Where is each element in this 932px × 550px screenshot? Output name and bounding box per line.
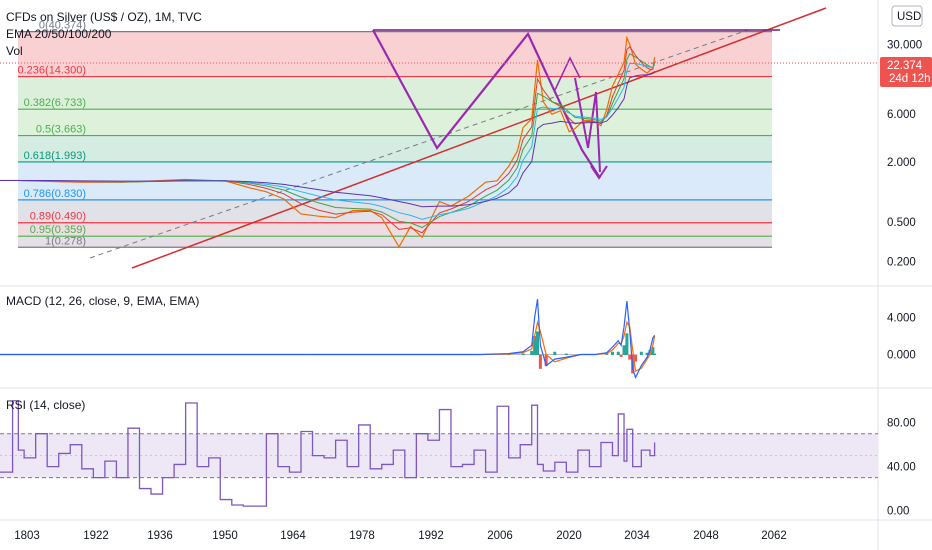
small-triangle — [554, 56, 581, 91]
time-tick-0: 1803 — [14, 530, 40, 542]
time-tick-9: 2034 — [624, 530, 650, 542]
rsi-tick-2: 0.00 — [887, 506, 909, 518]
macd-hist-bar-23 — [639, 351, 643, 356]
rsi-group — [0, 400, 878, 507]
macd-hist-bar-14 — [605, 353, 609, 356]
volume-legend[interactable]: Vol — [6, 44, 23, 58]
price-tick-5: 0.200 — [887, 257, 916, 269]
macd-hist-bar-10 — [553, 351, 557, 356]
macd-tick-1: 0.000 — [887, 350, 916, 362]
macd-tick-0: 4.000 — [887, 313, 916, 325]
price-tag — [880, 57, 932, 87]
macd-hist-bar-18 — [622, 345, 626, 356]
macd-hist-bar-6 — [533, 336, 537, 356]
fib-zone-3 — [18, 135, 772, 162]
rsi-line — [0, 400, 656, 507]
arrow-head — [590, 165, 608, 180]
macd-hist-bar-24 — [645, 352, 649, 356]
symbol-title[interactable]: CFDs on Silver (US$ / OZ), 1M, TVC — [6, 10, 202, 24]
macd-signal-line — [0, 319, 656, 372]
price-tag-value: 22.374 — [887, 60, 923, 72]
macd-hist-bar-5 — [530, 350, 534, 356]
fib-zone-7 — [18, 236, 772, 248]
macd-hist-bar-26 — [651, 347, 655, 356]
ema-line-3 — [0, 70, 655, 208]
time-tick-1: 1922 — [83, 530, 109, 542]
fib-label-2: 0.382(6.733) — [24, 97, 86, 109]
rsi-tick-0: 80.00 — [887, 418, 916, 430]
price-tick-4: 0.500 — [887, 217, 916, 229]
price-line — [0, 35, 656, 249]
currency-label: USD — [897, 11, 921, 23]
price-tick-2: 6.000 — [887, 109, 916, 121]
fib-zone-2 — [18, 109, 772, 136]
time-tick-3: 1950 — [212, 530, 238, 542]
time-tick-7: 2006 — [487, 530, 513, 542]
fib-label-4: 0.618(1.993) — [24, 150, 86, 162]
fib-label-7: 0.95(0.359) — [30, 224, 86, 236]
macd-hist-bar-15 — [610, 351, 614, 356]
macd-hist-bar-17 — [619, 354, 623, 357]
macd-title[interactable]: MACD (12, 26, close, 9, EMA, EMA) — [6, 294, 199, 308]
time-tick-8: 2020 — [556, 530, 582, 542]
time-tick-11: 2062 — [761, 530, 787, 542]
time-axis[interactable]: 1803 1922 1936 1950 1964 1978 1992 2006 2020 2034… — [14, 530, 787, 542]
macd-hist-bar-16 — [616, 351, 620, 356]
rsi-title[interactable]: RSI (14, close) — [6, 398, 85, 412]
macd-hist-bar-8 — [538, 354, 542, 369]
rsi-axis[interactable]: 80.00 40.00 0.00 — [887, 418, 916, 518]
rsi-tick-1: 40.00 — [887, 462, 916, 474]
macd-hist-bar-9 — [544, 354, 548, 367]
fibonacci-zones — [18, 31, 772, 248]
macd-hist-bar-25 — [648, 349, 652, 356]
macd-group — [0, 299, 657, 380]
double-top-pattern[interactable] — [372, 29, 601, 179]
currency-badge[interactable] — [891, 5, 923, 27]
price-tick-3: 2.000 — [887, 157, 916, 169]
fib-zone-1 — [18, 76, 772, 110]
fib-zone-6 — [18, 222, 772, 237]
time-tick-4: 1964 — [280, 530, 306, 542]
price-tag-countdown: 24d 12h — [889, 73, 931, 85]
fib-label-8: 1(0.278) — [45, 235, 86, 247]
time-tick-10: 2048 — [693, 530, 719, 542]
fibonacci-levels — [18, 31, 772, 248]
fib-label-5: 0.786(0.830) — [24, 188, 86, 200]
macd-hist-bar-22 — [634, 354, 638, 362]
ema-legend[interactable]: EMA 20/50/100/200 — [6, 27, 112, 41]
macd-hist-bar-4 — [521, 353, 525, 356]
fib-label-1: 0.236(14.300) — [18, 65, 87, 77]
dashed-channel-line[interactable] — [89, 29, 749, 259]
fib-label-6: 0.89(0.490) — [30, 211, 86, 223]
fib-label-0: 0(40.374) — [39, 20, 86, 32]
macd-axis[interactable]: 4.000 0.000 — [887, 313, 916, 362]
support-trendline[interactable] — [131, 7, 827, 269]
macd-hist-bar-11 — [564, 353, 568, 356]
time-tick-5: 1978 — [349, 530, 375, 542]
price-tick-0: 30.000 — [887, 39, 922, 51]
fibonacci-labels: 0(40.374) 0.236(14.300) 0.382(6.733) 0.5(3.… — [18, 20, 87, 248]
price-series-group — [0, 35, 656, 249]
macd-hist-bar-7 — [535, 331, 539, 356]
time-tick-6: 1992 — [418, 530, 444, 542]
fib-label-3: 0.5(3.663) — [36, 124, 86, 136]
macd-hist-bar-19 — [625, 333, 629, 356]
macd-hist-bar-27 — [653, 353, 657, 356]
macd-hist-bar-20 — [628, 354, 632, 360]
macd-line — [0, 299, 656, 380]
user-drawings[interactable] — [89, 7, 827, 269]
time-tick-2: 1936 — [147, 530, 173, 542]
